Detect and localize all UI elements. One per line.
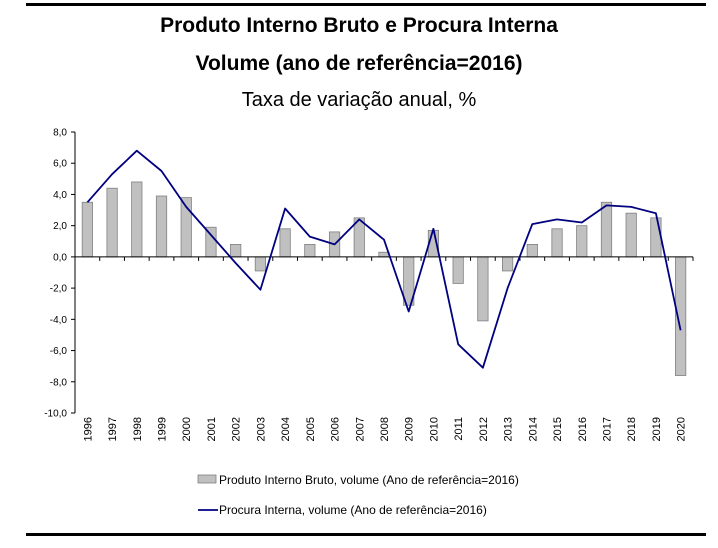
bar-gdp (279, 228, 291, 258)
legend-label-gdp: Produto Interno Bruto, volume (Ano de re… (219, 473, 519, 487)
bar-gdp (526, 243, 538, 258)
x-tick-label: 2009 (404, 417, 416, 441)
chart-units-subtitle: Taxa de variação anual, % (241, 89, 477, 111)
bar-gdp (576, 225, 588, 258)
y-tick-label: 2,0 (53, 221, 67, 232)
bottom-rule (26, 533, 706, 536)
x-tick-label: 2018 (626, 417, 638, 441)
x-tick-label: 1996 (82, 417, 94, 441)
x-tick-label: 2016 (577, 417, 589, 441)
x-tick-label: 2008 (379, 417, 391, 441)
y-tick-label: -2,0 (50, 284, 68, 295)
bar-gdp (155, 195, 168, 258)
y-tick-label: 4,0 (53, 190, 67, 201)
y-tick-label: -10,0 (44, 409, 67, 420)
y-tick-label: -4,0 (50, 315, 68, 326)
y-tick-label: 6,0 (53, 159, 67, 170)
x-tick-label: 2003 (255, 417, 267, 441)
bar-gdp (502, 256, 514, 272)
x-tick-label: 2014 (527, 417, 539, 441)
x-tick-label: 1999 (157, 417, 169, 441)
x-tick-label: 2006 (330, 417, 342, 441)
y-tick-label: -6,0 (50, 346, 68, 357)
y-tick-label: 0,0 (53, 252, 67, 263)
top-rule (26, 3, 706, 6)
x-tick-label: 2010 (428, 417, 440, 441)
x-tick-label: 2017 (601, 417, 613, 441)
x-tick-label: 1998 (132, 417, 144, 441)
y-tick-label: 8,0 (53, 128, 67, 139)
x-tick-label: 2000 (181, 417, 193, 441)
x-tick-label: 2013 (503, 417, 515, 441)
legend-label-domestic-demand: Procura Interna, volume (Ano de referênc… (219, 503, 487, 517)
x-tick-label: 2002 (231, 417, 243, 441)
bar-gdp (106, 187, 118, 258)
bar-gdp (131, 181, 143, 258)
x-tick-label: 2007 (354, 417, 366, 441)
bar-gdp (230, 243, 242, 258)
x-tick-label: 2015 (552, 417, 564, 441)
x-tick-label: 2019 (651, 417, 663, 441)
bar-gdp (254, 256, 266, 272)
line-domestic-demand (86, 149, 682, 369)
bar-gdp (81, 201, 93, 258)
x-tick-label: 2005 (305, 417, 317, 441)
bar-gdp (650, 217, 662, 258)
legend-swatch-gdp (197, 474, 217, 484)
bar-gdp (600, 201, 613, 258)
bar-gdp (551, 228, 563, 258)
x-tick-label: 1997 (107, 417, 119, 441)
x-tick-label: 2012 (478, 417, 490, 441)
x-tick-label: 2004 (280, 417, 292, 441)
x-tick-label: 2011 (453, 417, 465, 441)
bar-gdp (477, 256, 489, 322)
x-tick-label: 2001 (206, 417, 218, 441)
bar-gdp (452, 256, 464, 284)
x-tick-label: 2020 (676, 417, 688, 441)
bar-gdp (625, 212, 637, 258)
chart-subtitle: Volume (ano de referência=2016) (195, 52, 523, 75)
bar-gdp (304, 243, 316, 258)
y-tick-label: -8,0 (50, 377, 68, 388)
chart-title: Produto Interno Bruto e Procura Interna (160, 14, 558, 37)
